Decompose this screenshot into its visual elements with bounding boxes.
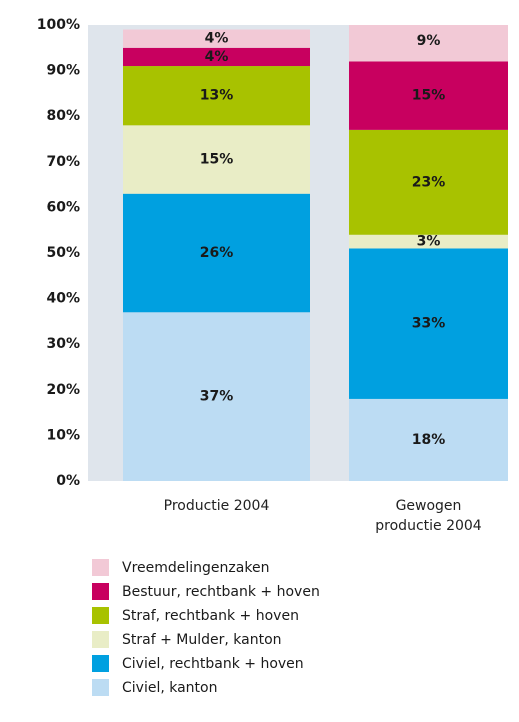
legend-swatch — [92, 679, 109, 696]
bar-segment — [349, 61, 508, 130]
bar-segment — [349, 25, 508, 62]
bar-segment — [123, 312, 310, 481]
bar-segment — [349, 234, 508, 249]
x-tick-label: Productie 2004 — [163, 498, 270, 514]
y-tick-label: 100% — [37, 17, 80, 33]
x-tick-label: Gewogen productie 2004 — [375, 498, 482, 534]
value-label: 23% — [412, 174, 446, 190]
legend-swatch — [92, 583, 109, 600]
legend-label: Straf, rechtbank + hoven — [122, 608, 299, 624]
legend-label: Vreemdelingenzaken — [122, 560, 269, 576]
value-label: 26% — [200, 245, 234, 261]
legend-label: Bestuur, rechtbank + hoven — [122, 584, 320, 600]
y-tick-label: 20% — [46, 382, 80, 398]
bars — [123, 25, 508, 481]
y-tick-label: 90% — [46, 63, 80, 79]
y-tick-label: 70% — [46, 154, 80, 170]
value-label: 9% — [417, 33, 441, 49]
value-label: 33% — [412, 316, 446, 332]
bar-segment — [123, 193, 310, 313]
value-label: 15% — [412, 88, 446, 104]
bar-segment — [123, 47, 310, 67]
bar-segment — [349, 398, 508, 481]
bar-segment — [123, 125, 310, 194]
y-tick-label: 30% — [46, 336, 80, 352]
value-label: 4% — [205, 31, 229, 47]
legend-swatch — [92, 631, 109, 648]
bar-segment — [349, 248, 508, 399]
value-label: 3% — [417, 234, 441, 250]
legend-label: Civiel, kanton — [122, 680, 217, 696]
y-tick-label: 10% — [46, 427, 80, 443]
value-label: 15% — [200, 152, 234, 168]
y-tick-label: 50% — [46, 245, 80, 261]
legend-swatch — [92, 559, 109, 576]
value-label: 37% — [200, 389, 234, 405]
y-tick-label: 0% — [56, 473, 80, 489]
value-label: 18% — [412, 432, 446, 448]
legend-swatch — [92, 655, 109, 672]
legend-label: Civiel, rechtbank + hoven — [122, 656, 304, 672]
legend-label: Straf + Mulder, kanton — [122, 632, 282, 648]
y-tick-label: 40% — [46, 291, 80, 307]
y-tick-label: 60% — [46, 199, 80, 215]
bar-segment — [123, 66, 310, 126]
bar-segment — [123, 29, 310, 48]
value-label: 13% — [200, 88, 234, 104]
value-label: 4% — [205, 49, 229, 65]
bar-segment — [349, 129, 508, 235]
legend-swatch — [92, 607, 109, 624]
y-tick-label: 80% — [46, 108, 80, 124]
